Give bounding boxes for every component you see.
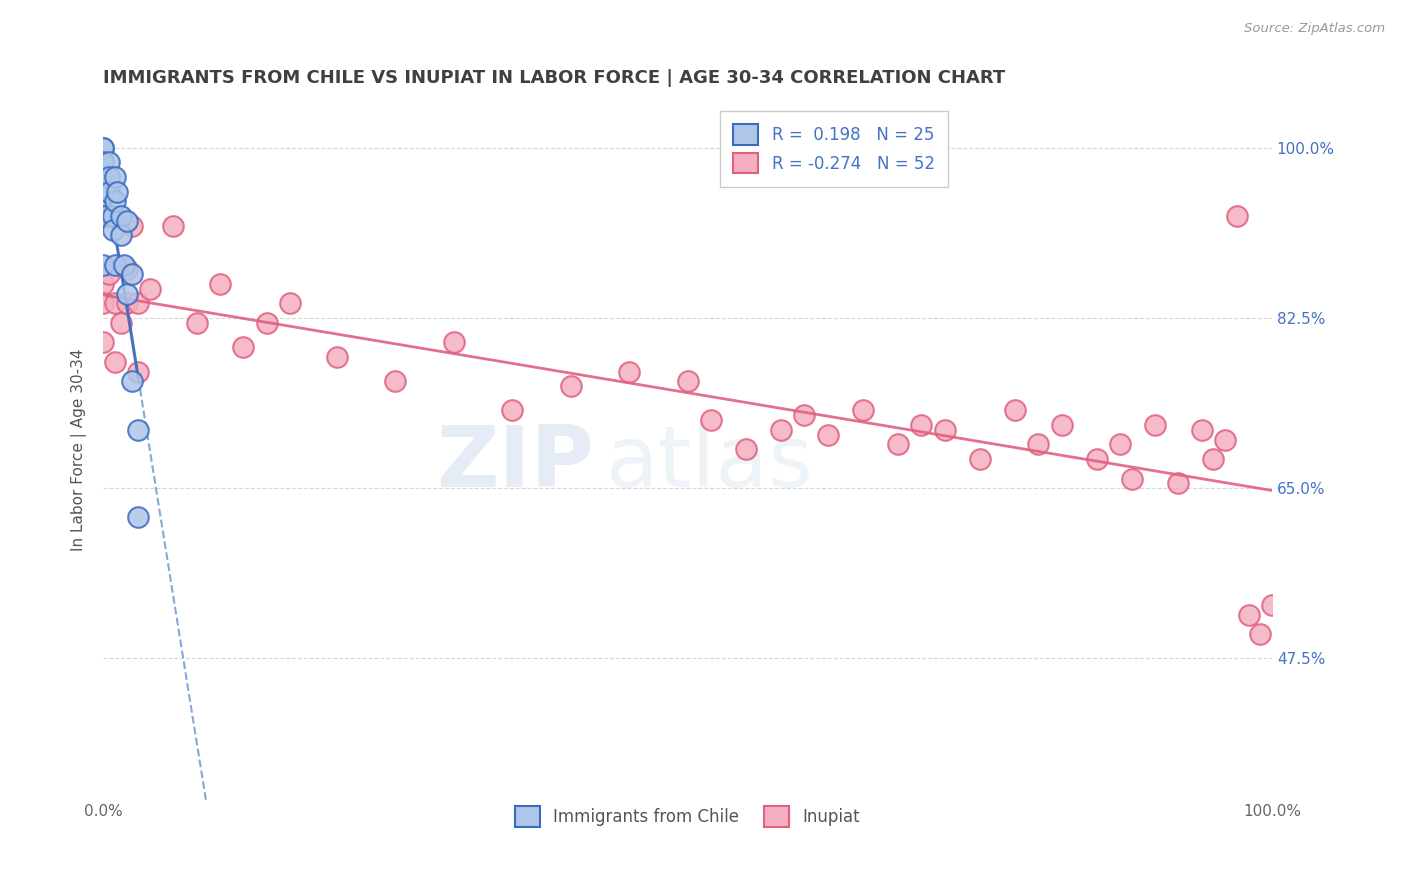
Point	[1249, 627, 1271, 641]
Point	[91, 189, 114, 203]
Point	[910, 417, 932, 432]
Point	[110, 228, 132, 243]
Point	[121, 374, 143, 388]
Point	[1191, 423, 1213, 437]
Point	[98, 169, 121, 184]
Point	[1085, 452, 1108, 467]
Point	[127, 423, 149, 437]
Text: atlas: atlas	[606, 422, 814, 505]
Point	[139, 282, 162, 296]
Point	[105, 185, 128, 199]
Point	[91, 335, 114, 350]
Point	[770, 423, 793, 437]
Point	[326, 350, 349, 364]
Point	[91, 155, 114, 169]
Point	[98, 209, 121, 223]
Point	[162, 219, 184, 233]
Point	[1121, 471, 1143, 485]
Legend: Immigrants from Chile, Inupiat: Immigrants from Chile, Inupiat	[508, 799, 868, 833]
Point	[852, 403, 875, 417]
Point	[91, 296, 114, 310]
Point	[887, 437, 910, 451]
Point	[98, 155, 121, 169]
Point	[104, 258, 127, 272]
Point	[501, 403, 523, 417]
Point	[110, 209, 132, 223]
Point	[735, 442, 758, 457]
Point	[278, 296, 301, 310]
Point	[104, 296, 127, 310]
Point	[91, 209, 114, 223]
Y-axis label: In Labor Force | Age 30-34: In Labor Force | Age 30-34	[72, 348, 87, 550]
Point	[104, 194, 127, 209]
Point	[560, 379, 582, 393]
Point	[112, 258, 135, 272]
Point	[127, 510, 149, 524]
Point	[91, 141, 114, 155]
Point	[98, 185, 121, 199]
Point	[232, 340, 254, 354]
Point	[256, 316, 278, 330]
Point	[121, 219, 143, 233]
Point	[1004, 403, 1026, 417]
Point	[1226, 209, 1249, 223]
Point	[793, 409, 815, 423]
Point	[443, 335, 465, 350]
Point	[1144, 417, 1167, 432]
Point	[115, 286, 138, 301]
Point	[101, 223, 124, 237]
Point	[617, 365, 640, 379]
Point	[1050, 417, 1073, 432]
Point	[1213, 433, 1236, 447]
Point	[384, 374, 406, 388]
Point	[817, 427, 839, 442]
Point	[91, 277, 114, 291]
Point	[1109, 437, 1132, 451]
Point	[115, 214, 138, 228]
Point	[91, 141, 114, 155]
Point	[127, 296, 149, 310]
Point	[110, 316, 132, 330]
Text: Source: ZipAtlas.com: Source: ZipAtlas.com	[1244, 22, 1385, 36]
Point	[115, 296, 138, 310]
Text: IMMIGRANTS FROM CHILE VS INUPIAT IN LABOR FORCE | AGE 30-34 CORRELATION CHART: IMMIGRANTS FROM CHILE VS INUPIAT IN LABO…	[103, 69, 1005, 87]
Point	[104, 355, 127, 369]
Point	[676, 374, 699, 388]
Point	[101, 209, 124, 223]
Point	[969, 452, 991, 467]
Point	[104, 169, 127, 184]
Point	[1261, 598, 1284, 612]
Text: ZIP: ZIP	[436, 422, 595, 505]
Point	[186, 316, 208, 330]
Point	[1167, 476, 1189, 491]
Point	[1202, 452, 1225, 467]
Point	[115, 262, 138, 277]
Point	[700, 413, 723, 427]
Point	[1026, 437, 1049, 451]
Point	[91, 169, 114, 184]
Point	[121, 267, 143, 281]
Point	[934, 423, 956, 437]
Point	[1237, 607, 1260, 622]
Point	[91, 258, 114, 272]
Point	[127, 365, 149, 379]
Point	[209, 277, 232, 291]
Point	[98, 267, 121, 281]
